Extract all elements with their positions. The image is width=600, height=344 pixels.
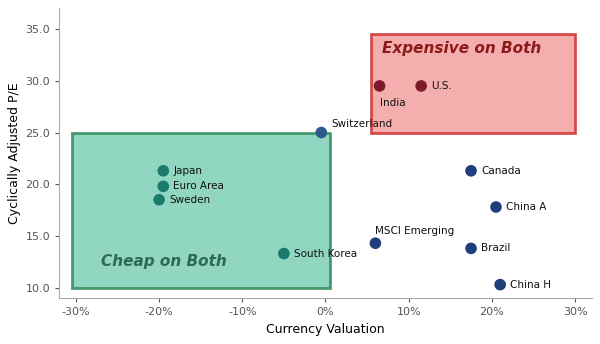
Point (375, 83, 385, 89)
Point (371, 240, 380, 246)
Text: Euro Area: Euro Area (173, 181, 224, 191)
Point (158, 184, 168, 189)
Bar (371, 34, 575, 132)
Point (496, 282, 505, 287)
Text: Cheap on Both: Cheap on Both (101, 254, 227, 269)
Point (317, 130, 326, 135)
Text: Sweden: Sweden (169, 195, 210, 205)
Point (466, 168, 476, 174)
Bar (72, 132, 329, 288)
Text: U.S.: U.S. (431, 81, 452, 91)
Point (491, 204, 501, 210)
Point (158, 168, 168, 174)
X-axis label: Currency Valuation: Currency Valuation (266, 323, 385, 336)
Text: Brazil: Brazil (481, 244, 511, 254)
Point (154, 197, 164, 203)
Text: South Korea: South Korea (294, 249, 357, 259)
Y-axis label: Cyclically Adjusted P/E: Cyclically Adjusted P/E (8, 83, 22, 224)
Point (466, 246, 476, 251)
Text: Canada: Canada (481, 166, 521, 176)
Text: Switzerland: Switzerland (331, 119, 392, 129)
Text: Japan: Japan (173, 166, 202, 176)
Text: India: India (380, 97, 405, 108)
Text: MSCI Emerging: MSCI Emerging (376, 226, 455, 236)
Text: China A: China A (506, 202, 547, 212)
Point (279, 251, 289, 256)
Point (416, 83, 426, 89)
Text: China H: China H (510, 280, 551, 290)
Text: Expensive on Both: Expensive on Both (382, 41, 541, 56)
